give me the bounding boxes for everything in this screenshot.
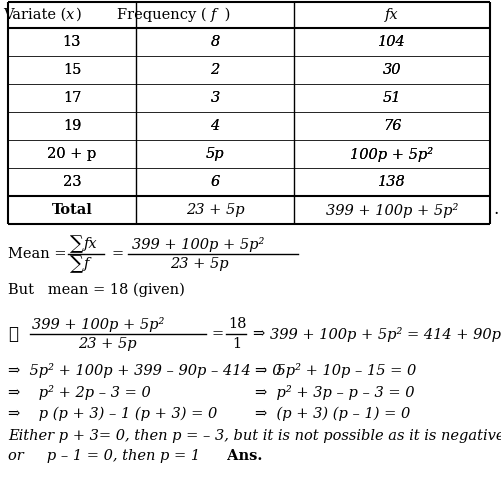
Text: 399 + 100p + 5p² = 414 + 90p: 399 + 100p + 5p² = 414 + 90p xyxy=(270,326,500,342)
Text: ∑: ∑ xyxy=(70,255,84,273)
Text: 51: 51 xyxy=(382,91,400,105)
Text: ⇒: ⇒ xyxy=(252,327,264,341)
Text: 23: 23 xyxy=(63,175,81,189)
Text: Frequency (: Frequency ( xyxy=(117,8,210,22)
Text: 51: 51 xyxy=(382,91,400,105)
Text: 13: 13 xyxy=(63,35,81,49)
Text: =: = xyxy=(112,247,124,261)
Text: 3: 3 xyxy=(210,91,219,105)
Text: Mean =: Mean = xyxy=(8,247,66,261)
Text: 6: 6 xyxy=(210,175,219,189)
Text: ∴: ∴ xyxy=(8,326,18,342)
Text: 17: 17 xyxy=(63,91,81,105)
Text: 138: 138 xyxy=(377,175,405,189)
Text: 20 + p: 20 + p xyxy=(47,147,96,161)
Text: 100p + 5p²: 100p + 5p² xyxy=(350,146,433,162)
Text: 15: 15 xyxy=(63,63,81,77)
Text: ⇒  (p + 3) (p – 1) = 0: ⇒ (p + 3) (p – 1) = 0 xyxy=(255,407,409,421)
Text: 76: 76 xyxy=(382,119,400,133)
Text: fx: fx xyxy=(384,8,398,22)
Text: 5p: 5p xyxy=(205,147,224,161)
Text: 8: 8 xyxy=(210,35,219,49)
Text: f: f xyxy=(84,257,89,271)
Text: x: x xyxy=(66,8,74,22)
Text: ⇒  5p² + 10p – 15 = 0: ⇒ 5p² + 10p – 15 = 0 xyxy=(255,362,415,378)
Text: 18: 18 xyxy=(227,317,246,331)
Text: 4: 4 xyxy=(210,119,219,133)
Text: 76: 76 xyxy=(382,119,400,133)
Text: .: . xyxy=(492,202,497,218)
Text: 23 + 5p: 23 + 5p xyxy=(170,257,228,271)
Text: 30: 30 xyxy=(382,63,400,77)
Text: =: = xyxy=(211,327,223,341)
Text: ⇒  5p² + 100p + 399 – 90p – 414 = 0: ⇒ 5p² + 100p + 399 – 90p – 414 = 0 xyxy=(8,362,281,378)
Text: 13: 13 xyxy=(63,35,81,49)
Text: Ans.: Ans. xyxy=(221,449,262,463)
Text: 399 + 100p + 5p²: 399 + 100p + 5p² xyxy=(132,236,264,252)
Text: 6: 6 xyxy=(210,175,219,189)
Text: 2: 2 xyxy=(210,63,219,77)
Text: 104: 104 xyxy=(377,35,405,49)
Text: 399 + 100p + 5p²: 399 + 100p + 5p² xyxy=(325,202,457,218)
Text: f: f xyxy=(210,8,216,22)
Text: fx: fx xyxy=(84,237,97,251)
Text: ): ) xyxy=(219,8,230,22)
Text: 15: 15 xyxy=(63,63,81,77)
Text: 19: 19 xyxy=(63,119,81,133)
Text: or     p – 1 = 0, then p = 1: or p – 1 = 0, then p = 1 xyxy=(8,449,200,463)
Text: 23: 23 xyxy=(63,175,81,189)
Text: 3: 3 xyxy=(210,91,219,105)
Text: ): ) xyxy=(76,8,82,22)
Text: 104: 104 xyxy=(377,35,405,49)
Text: 399 + 100p + 5p²: 399 + 100p + 5p² xyxy=(32,316,164,332)
Text: ∑: ∑ xyxy=(70,235,84,253)
Text: 100p + 5p²: 100p + 5p² xyxy=(350,146,433,162)
Text: 30: 30 xyxy=(382,63,400,77)
Text: 19: 19 xyxy=(63,119,81,133)
Text: Variate (: Variate ( xyxy=(3,8,66,22)
Text: 2: 2 xyxy=(210,63,219,77)
Text: But   mean = 18 (given): But mean = 18 (given) xyxy=(8,283,184,297)
Text: ⇒    p (p + 3) – 1 (p + 3) = 0: ⇒ p (p + 3) – 1 (p + 3) = 0 xyxy=(8,407,217,421)
Text: Either p + 3= 0, then p = – 3, but it is not possible as it is negative: Either p + 3= 0, then p = – 3, but it is… xyxy=(8,429,501,443)
Text: 8: 8 xyxy=(210,35,219,49)
Text: 1: 1 xyxy=(231,337,240,351)
Text: 138: 138 xyxy=(377,175,405,189)
Text: 4: 4 xyxy=(210,119,219,133)
Text: 5p: 5p xyxy=(205,147,224,161)
Text: ⇒    p² + 2p – 3 = 0: ⇒ p² + 2p – 3 = 0 xyxy=(8,384,150,400)
Text: ⇒  p² + 3p – p – 3 = 0: ⇒ p² + 3p – p – 3 = 0 xyxy=(255,384,414,400)
Text: Total: Total xyxy=(52,203,92,217)
Text: 23 + 5p: 23 + 5p xyxy=(78,337,136,351)
Text: 23 + 5p: 23 + 5p xyxy=(185,203,244,217)
Text: 20 + p: 20 + p xyxy=(47,147,96,161)
Text: 17: 17 xyxy=(63,91,81,105)
